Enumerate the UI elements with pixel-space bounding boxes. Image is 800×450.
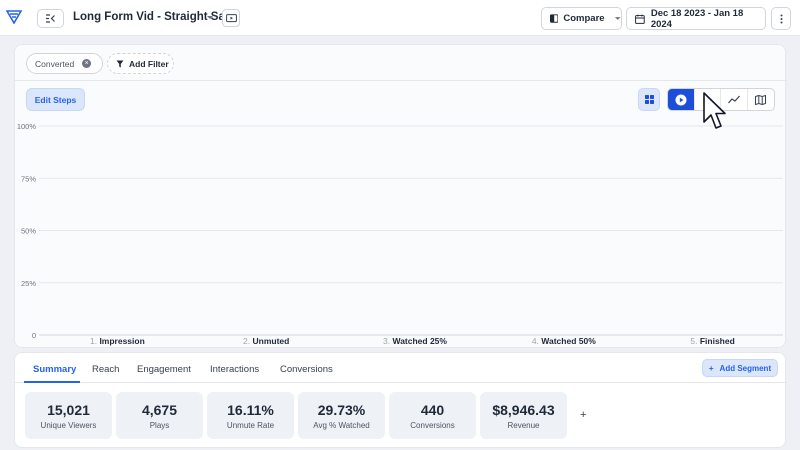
step-label: 5. Finished — [690, 336, 734, 346]
add-metric-button[interactable]: + — [580, 409, 587, 421]
metric-unique-viewers[interactable]: 15,021 Unique Viewers — [25, 392, 112, 439]
grid-icon — [644, 95, 654, 104]
compare-button[interactable]: Compare — [541, 7, 622, 30]
metric-label: Unmute Rate — [226, 420, 275, 430]
map-icon — [755, 94, 767, 105]
add-filter-button[interactable]: Add Filter — [107, 53, 174, 74]
calendar-icon — [635, 14, 645, 24]
add-segment-label: Add Segment — [719, 363, 772, 373]
metric-value: 15,021 — [47, 401, 90, 418]
preview-video-button[interactable] — [222, 9, 240, 27]
step-number: 1. — [90, 336, 99, 346]
mouse-cursor-icon — [703, 92, 726, 129]
step-number: 4. — [532, 336, 541, 346]
metric-value: 440 — [420, 401, 445, 418]
step-name: Impression — [99, 336, 144, 346]
y-tick-label: 0 — [32, 331, 36, 340]
funnel-chart: 100% 75% 50% 25% 0 1. Impression 2. Unmuted 3. … — [17, 122, 783, 346]
chevron-down-icon[interactable] — [206, 15, 214, 20]
step-name: Watched 50% — [541, 336, 596, 346]
metric-value: 29.73% — [317, 401, 366, 418]
y-tick-label: 25% — [21, 279, 36, 288]
metric-label: Avg % Watched — [313, 420, 370, 430]
screen-play-icon — [225, 13, 237, 22]
step-label: 1. Impression — [90, 336, 145, 346]
step-label: 4. Watched 50% — [532, 336, 596, 346]
y-tick-label: 75% — [21, 174, 36, 183]
chevron-down-icon — [614, 17, 621, 20]
step-number: 3. — [383, 336, 392, 346]
filter-bar: Converted × Add Filter — [15, 45, 787, 81]
video-title[interactable]: Long Form Vid - Straight Sale — [73, 11, 235, 23]
tab-interactions[interactable]: Interactions — [210, 364, 260, 375]
metric-revenue[interactable]: $8,946.43 Revenue — [480, 392, 567, 439]
date-range-picker[interactable]: Dec 18 2023 - Jan 18 2024 — [626, 7, 766, 30]
map-view-button[interactable] — [748, 89, 774, 110]
metric-label: Conversions — [410, 420, 455, 430]
plus-icon: + — [708, 363, 714, 373]
more-options-button[interactable] — [771, 7, 791, 30]
summary-card: Summary Reach Engagement Interactions Co… — [14, 352, 787, 448]
metric-value: 4,675 — [141, 401, 178, 418]
metric-plays[interactable]: 4,675 Plays — [116, 392, 203, 439]
tab-summary[interactable]: Summary — [33, 364, 77, 375]
tab-conversions[interactable]: Conversions — [280, 364, 333, 375]
compare-label: Compare — [563, 13, 605, 24]
step-label: 2. Unmuted — [243, 336, 289, 346]
tab-bar: Summary Reach Engagement Interactions Co… — [15, 353, 787, 383]
add-segment-button[interactable]: + Add Segment — [702, 359, 778, 377]
filter-icon — [116, 60, 124, 67]
step-label: 3. Watched 25% — [383, 336, 447, 346]
play-icon — [675, 94, 687, 105]
line-chart-icon — [727, 95, 740, 104]
step-name: Watched 25% — [392, 336, 447, 346]
metric-unmute-rate[interactable]: 16.11% Unmute Rate — [207, 392, 294, 439]
more-vertical-icon — [780, 14, 782, 23]
active-tab-indicator — [24, 381, 80, 383]
chart-view-switcher — [667, 88, 775, 111]
metric-label: Revenue — [507, 420, 540, 430]
play-view-button[interactable] — [668, 89, 695, 110]
metric-value: $8,946.43 — [492, 401, 555, 418]
line-view-button[interactable] — [721, 89, 748, 110]
metric-conversions[interactable]: 440 Conversions — [389, 392, 476, 439]
add-filter-label: Add Filter — [129, 58, 169, 69]
step-name: Finished — [700, 336, 735, 346]
app-logo-icon[interactable] — [6, 10, 22, 24]
y-tick-label: 100% — [17, 122, 37, 131]
filter-chip-label: Converted — [35, 58, 75, 69]
edit-steps-button[interactable]: Edit Steps — [26, 88, 85, 111]
y-tick-label: 50% — [21, 227, 36, 236]
step-number: 5. — [690, 336, 699, 346]
metric-value: 16.11% — [227, 401, 274, 418]
date-range-label: Dec 18 2023 - Jan 18 2024 — [650, 7, 744, 30]
grid-view-button[interactable] — [638, 88, 660, 111]
tab-reach[interactable]: Reach — [92, 364, 120, 375]
tab-engagement[interactable]: Engagement — [137, 364, 191, 375]
step-name: Unmuted — [253, 336, 290, 346]
step-number: 2. — [243, 336, 252, 346]
filter-chip-converted[interactable]: Converted × — [26, 53, 103, 74]
top-bar: Long Form Vid - Straight Sale Compare De… — [0, 0, 800, 36]
metric-label: Plays — [149, 420, 170, 430]
collapse-sidebar-button[interactable] — [37, 9, 64, 28]
compare-icon — [550, 14, 559, 23]
funnel-card: Converted × Add Filter Edit Steps — [14, 44, 787, 348]
collapse-left-icon — [46, 14, 55, 23]
metric-avg-watched[interactable]: 29.73% Avg % Watched — [298, 392, 385, 439]
close-icon[interactable]: × — [82, 59, 92, 68]
metric-label: Unique Viewers — [40, 420, 97, 430]
